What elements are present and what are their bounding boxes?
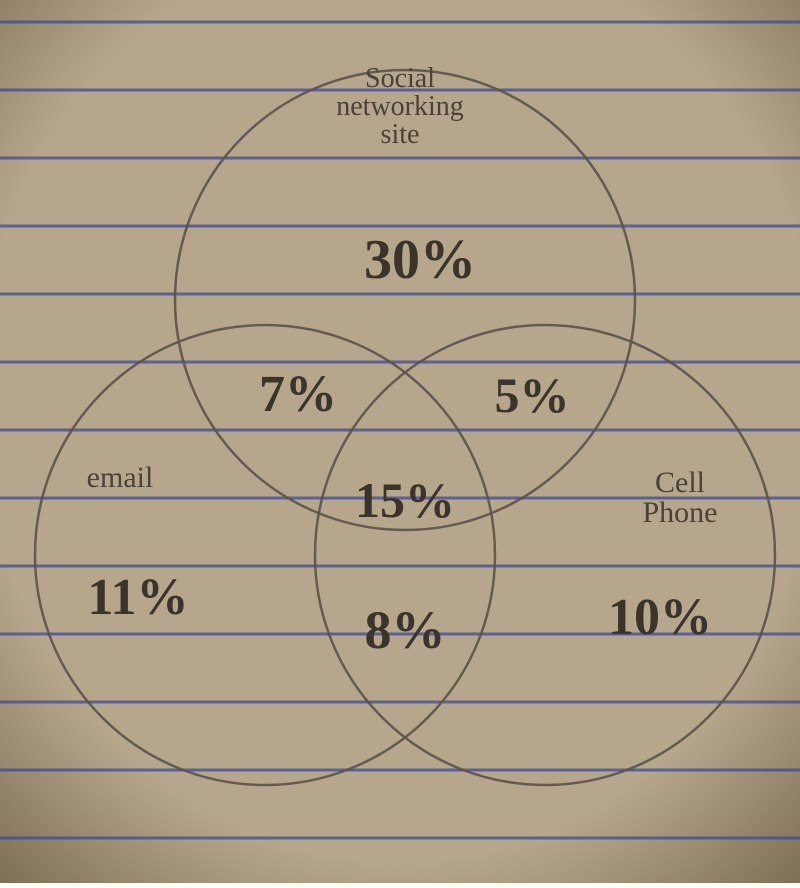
region-left-right: 8% xyxy=(365,603,446,657)
region-top-right: 5% xyxy=(495,370,570,420)
region-top-left: 7% xyxy=(259,369,337,421)
region-left-only: 11% xyxy=(87,572,188,624)
region-right-only: 10% xyxy=(608,592,712,644)
region-top-only: 30% xyxy=(364,232,476,288)
region-center: 15% xyxy=(355,475,455,525)
set-label-cell-phone: Cell Phone xyxy=(643,468,718,528)
set-label-email: email xyxy=(87,463,154,493)
set-label-social-networking: Social networking site xyxy=(336,65,464,149)
